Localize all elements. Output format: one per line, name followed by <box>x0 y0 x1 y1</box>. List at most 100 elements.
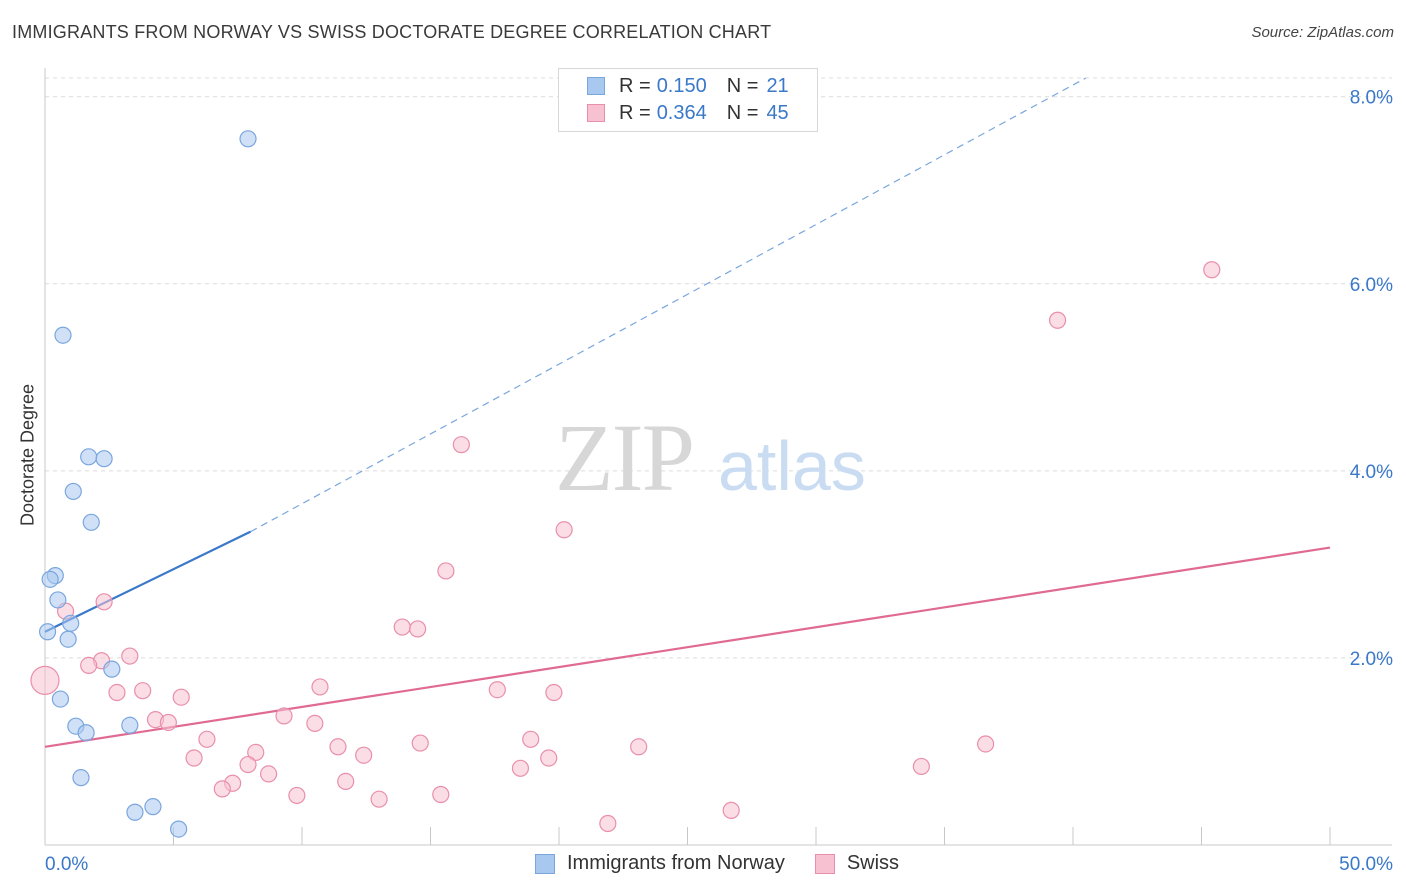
legend-swatch-swiss <box>587 104 605 122</box>
bottom-legend: Immigrants from Norway Swiss <box>535 852 929 875</box>
gridlines <box>45 77 1392 659</box>
data-point-swiss <box>311 678 329 696</box>
data-point-swiss <box>288 786 306 805</box>
data-point-swiss <box>95 593 113 611</box>
data-point-norway <box>51 690 70 708</box>
bottom-legend-norway: Immigrants from Norway <box>535 852 785 875</box>
data-point-swiss <box>432 785 450 804</box>
data-point-swiss <box>247 743 265 761</box>
data-point-swiss <box>239 755 257 774</box>
data-point-swiss <box>159 713 177 732</box>
legend-swatch-norway <box>587 77 605 95</box>
data-point-swiss <box>108 683 126 702</box>
data-point-norway <box>80 448 98 466</box>
data-point-norway <box>54 326 72 344</box>
trend-line-norway <box>44 530 252 633</box>
data-point-swiss <box>912 757 930 776</box>
data-point-swiss <box>555 521 573 539</box>
data-point-norway <box>59 630 77 648</box>
legend-n-label: N = <box>726 101 759 124</box>
legend-n-label: N = <box>726 74 759 97</box>
data-point-norway <box>49 591 67 609</box>
data-point-norway <box>144 798 162 816</box>
data-point-norway <box>38 623 57 641</box>
legend-row-norway: R = 0.150 N = 21 <box>587 73 789 99</box>
data-point-norway <box>95 450 113 468</box>
data-point-norway <box>103 660 121 678</box>
data-point-swiss <box>1203 261 1221 279</box>
trend-line-norway-dashed <box>250 77 1087 533</box>
data-point-swiss <box>437 562 455 580</box>
data-point-swiss <box>355 746 373 764</box>
y-tick-label: 2.0% <box>1350 649 1393 670</box>
data-point-swiss <box>599 814 617 833</box>
bottom-legend-swiss: Swiss <box>814 852 900 875</box>
data-point-norway <box>72 769 90 787</box>
data-point-swiss <box>80 656 98 675</box>
data-point-swiss <box>134 682 152 700</box>
data-point-swiss <box>409 620 427 638</box>
data-point-norway <box>77 724 95 742</box>
data-point-swiss <box>259 765 278 783</box>
data-point-norway <box>126 803 144 821</box>
legend: R = 0.150 N = 21 R = 0.364 N = 45 <box>558 68 818 132</box>
trend-line-swiss <box>44 546 1331 748</box>
y-tick-label: 6.0% <box>1350 275 1393 296</box>
data-point-swiss <box>1048 311 1067 329</box>
legend-r-label: R = <box>619 101 651 124</box>
data-point-swiss <box>522 730 540 748</box>
axes <box>44 68 1392 846</box>
data-point-norway <box>64 482 82 501</box>
bottom-legend-label-norway: Immigrants from Norway <box>567 852 785 874</box>
data-point-swiss <box>393 618 411 636</box>
legend-r-value: 0.364 <box>656 101 707 124</box>
data-point-swiss <box>198 730 216 748</box>
data-point-swiss <box>121 647 139 665</box>
data-point-swiss <box>488 681 506 699</box>
legend-n-value: 45 <box>766 101 789 124</box>
data-point-swiss <box>630 738 648 756</box>
y-tick-label: 8.0% <box>1350 88 1393 109</box>
data-point-swiss <box>411 734 429 752</box>
data-point-norway <box>41 570 59 588</box>
bottom-legend-swatch-swiss <box>814 853 835 874</box>
data-point-swiss <box>511 759 530 777</box>
watermark-zip: ZIP <box>555 404 693 511</box>
data-point-swiss <box>329 738 347 756</box>
data-point-swiss <box>545 683 563 702</box>
x-tick-label-min: 0.0% <box>45 854 88 875</box>
legend-row-swiss: R = 0.364 N = 45 <box>587 100 789 126</box>
legend-r-label: R = <box>619 74 651 97</box>
data-point-norway <box>121 716 139 734</box>
watermark: ZIP atlas <box>555 404 866 511</box>
data-point-swiss <box>337 772 355 790</box>
data-point-swiss <box>275 707 293 725</box>
data-point-swiss <box>452 436 470 454</box>
data-point-norway <box>62 614 80 632</box>
data-points <box>30 130 1221 838</box>
chart-title: IMMIGRANTS FROM NORWAY VS SWISS DOCTORAT… <box>12 22 772 42</box>
bottom-legend-swatch-norway <box>535 853 555 874</box>
watermark-atlas: atlas <box>718 427 866 505</box>
data-point-swiss <box>306 714 324 733</box>
legend-n-value: 21 <box>766 74 789 97</box>
trend-lines <box>44 77 1331 748</box>
data-point-swiss <box>977 735 995 753</box>
data-point-norway <box>170 820 188 838</box>
tick-labels: 2.0% 4.0% 6.0% 8.0% 0.0% 50.0% <box>45 88 1393 875</box>
legend-r-value: 0.150 <box>656 74 707 97</box>
data-point-norway <box>82 513 100 531</box>
source-label: Source: ZipAtlas.com <box>1251 24 1394 41</box>
data-point-swiss <box>540 749 558 767</box>
data-point-swiss <box>370 790 388 808</box>
data-point-swiss <box>30 665 60 695</box>
data-point-swiss <box>722 801 740 819</box>
y-axis-label: Doctorate Degree <box>17 383 38 527</box>
data-point-swiss <box>185 749 203 767</box>
data-point-norway <box>239 130 257 148</box>
x-tick-label-max: 50.0% <box>1339 854 1393 875</box>
data-point-swiss <box>172 688 190 706</box>
bottom-legend-label-swiss: Swiss <box>846 852 900 874</box>
y-tick-label: 4.0% <box>1350 462 1393 483</box>
